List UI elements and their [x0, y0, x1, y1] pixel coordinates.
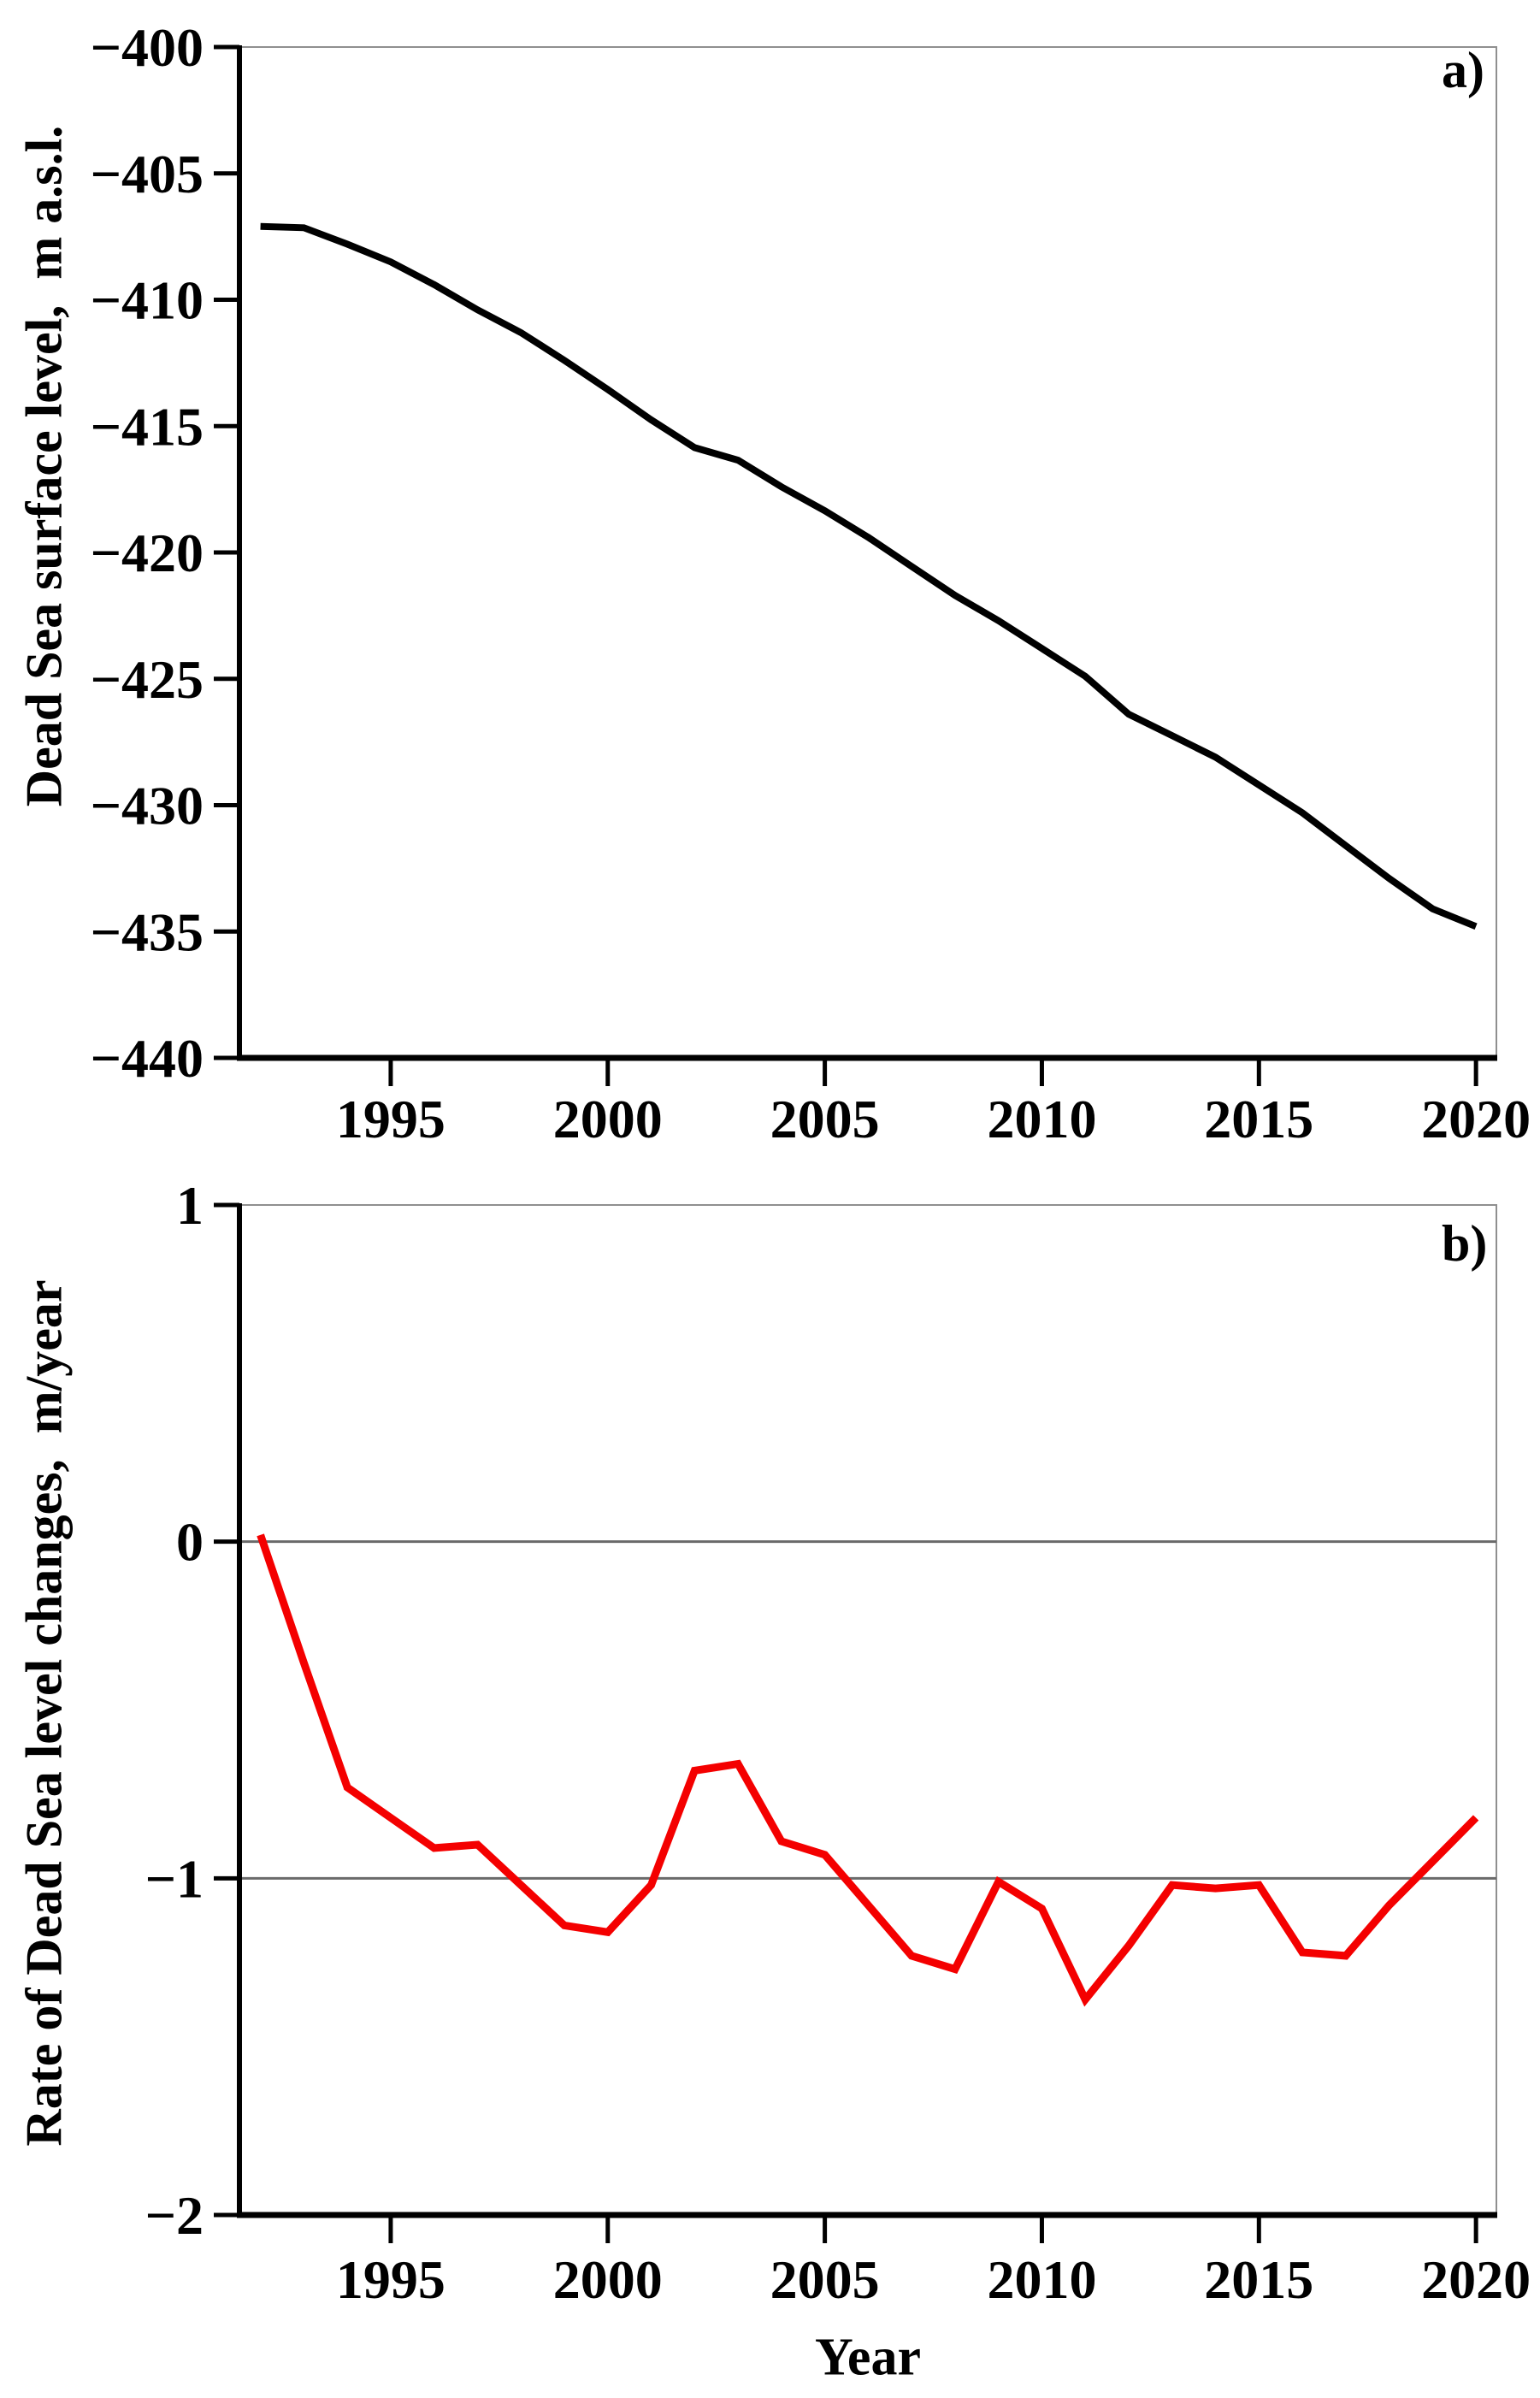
panel-b-x-tick-label: 1995	[336, 2249, 445, 2310]
panel-b-label: b)	[1442, 1215, 1488, 1272]
panel-a-y-tick-label: −425	[91, 649, 204, 710]
panel-b-y-tick-label: −2	[145, 2185, 204, 2246]
panel-a-y-tick-label: −430	[91, 776, 204, 836]
panel-b-x-tick-label: 2015	[1204, 2249, 1313, 2310]
panel-a-x-tick-label: 2005	[770, 1089, 880, 1149]
panel-a-label: a)	[1442, 42, 1484, 98]
panel-b-y-tick-label: 0	[176, 1512, 204, 1573]
panel-a-y-tick-label: −415	[91, 396, 204, 457]
panel-b-x-tick-label: 2005	[770, 2249, 880, 2310]
panel-b-x-tick-label: 2020	[1421, 2249, 1531, 2310]
panel-b-x-tick-label: 2000	[553, 2249, 663, 2310]
panel-a-y-tick-label: −420	[91, 523, 204, 583]
panel-b-y-axis-title: Rate of Dead Sea level changes, m/year	[15, 1279, 73, 2147]
panel-a-y-tick-label: −435	[91, 901, 204, 962]
panel-b-x-tick-label: 2010	[987, 2249, 1096, 2310]
panel-a-x-tick-label: 1995	[336, 1089, 445, 1149]
panel-b-border	[239, 1204, 1497, 2216]
panel-a-data-line	[260, 222, 1478, 930]
panel-a-y-tick-label: −410	[91, 270, 204, 331]
panel-b-y-tick-label: 1	[176, 1175, 204, 1236]
x-axis-title: Year	[815, 2328, 921, 2387]
panel-a-x-tick-label: 2015	[1204, 1089, 1313, 1149]
panel-a-y-axis-title: Dead Sea surface level, m a.s.l.	[15, 125, 73, 807]
panel-a-x-tick-label: 2000	[553, 1089, 663, 1149]
panel-b-y-tick-label: −1	[145, 1848, 204, 1909]
panel-a-x-tick-label: 2020	[1421, 1089, 1531, 1149]
panel-a-y-tick-label: −405	[91, 144, 204, 204]
panel-a-y-tick-label: −440	[91, 1028, 204, 1089]
panel-a-y-tick-label: −400	[91, 17, 204, 78]
panel-a-x-tick-label: 2010	[987, 1089, 1096, 1149]
panel-a-border	[239, 46, 1497, 1059]
panel-b-data-line	[257, 1533, 1479, 2007]
